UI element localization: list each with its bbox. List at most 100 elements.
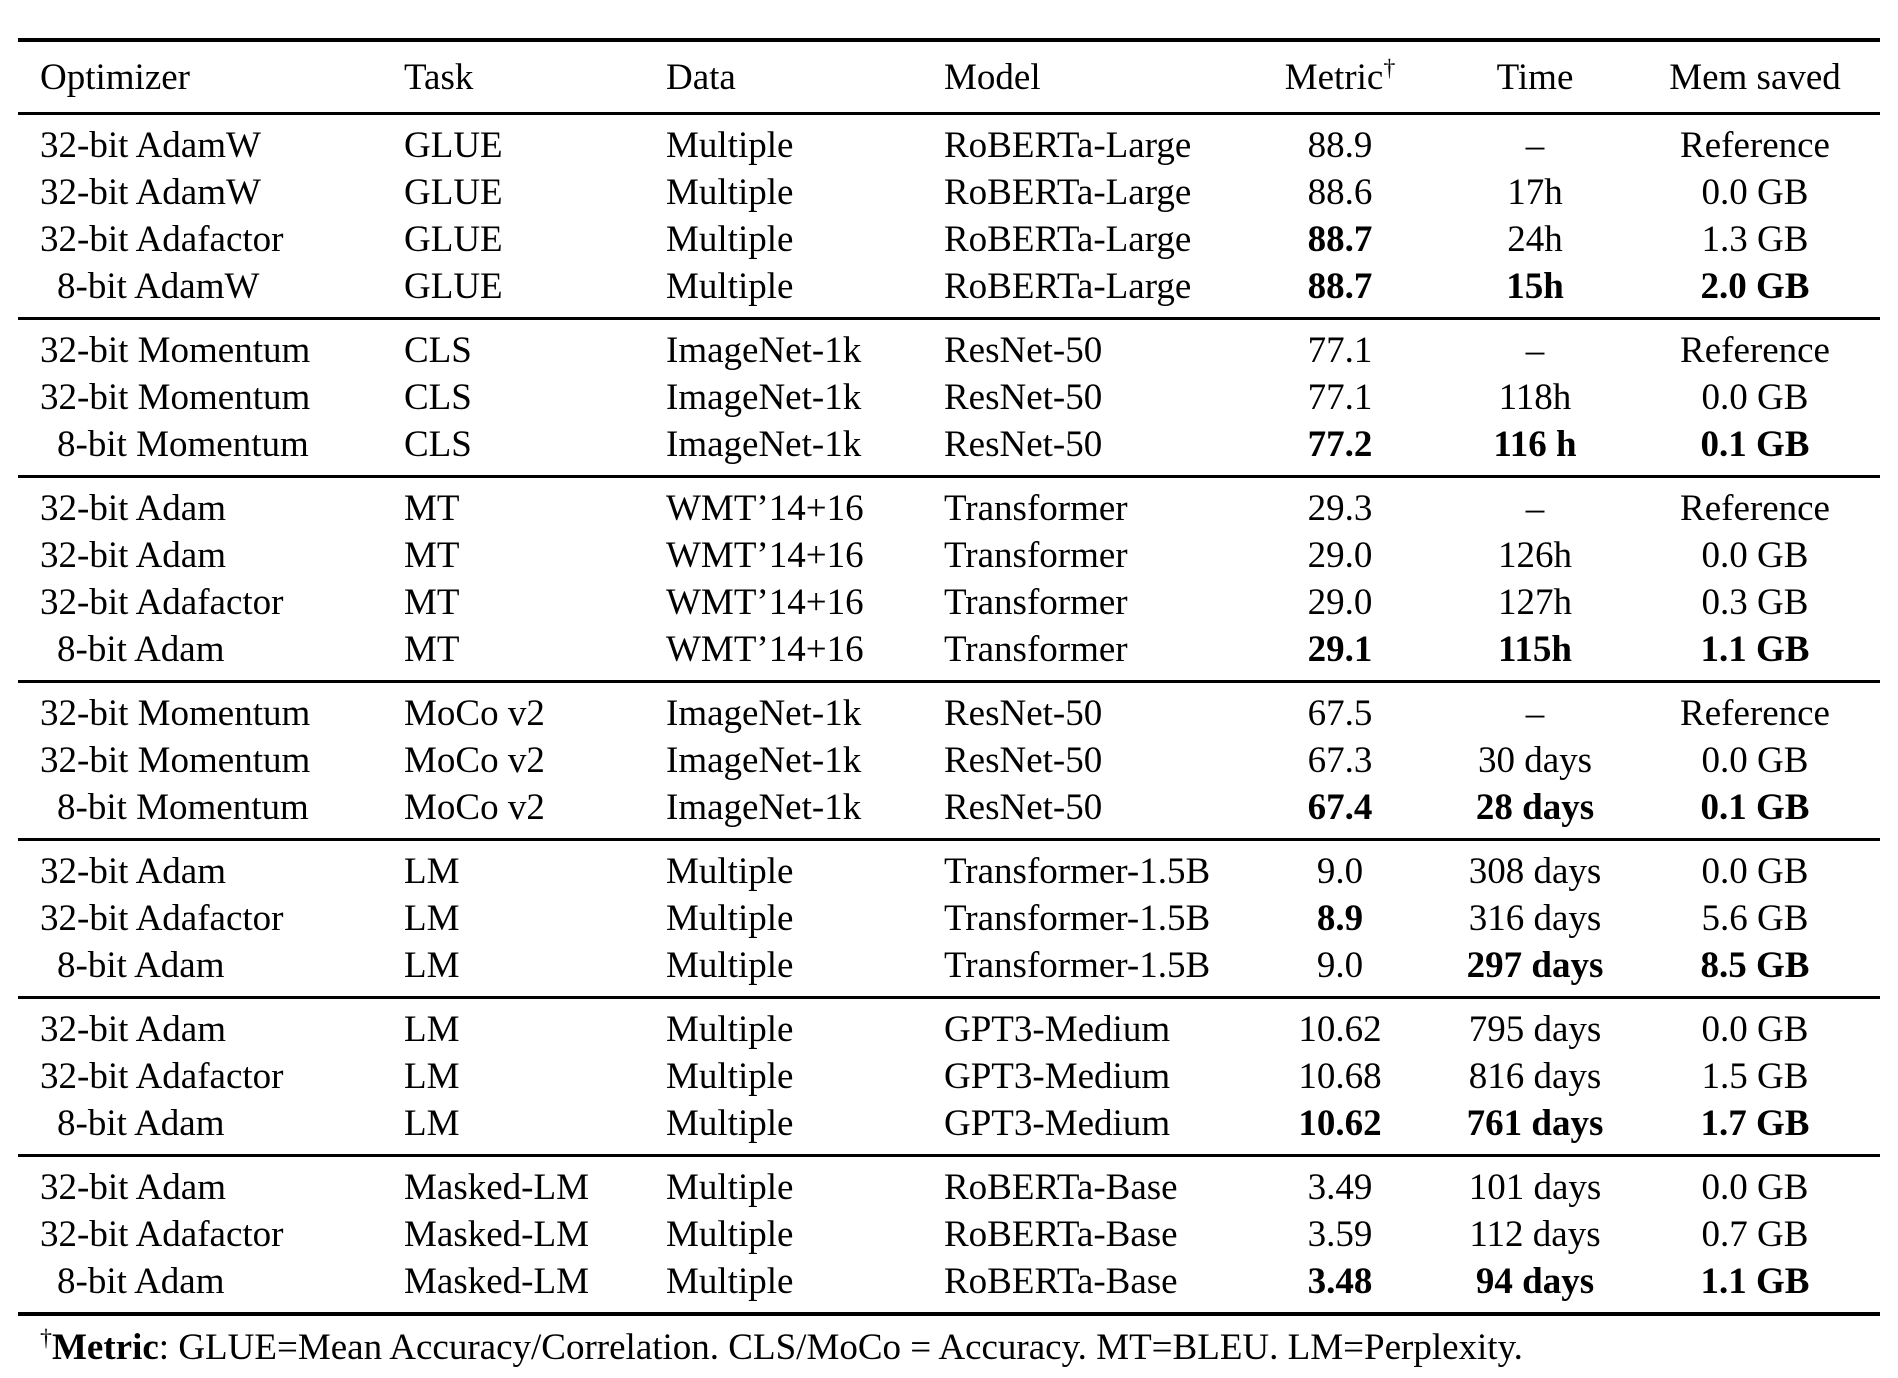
cell-data: ImageNet-1k xyxy=(666,740,862,781)
cell-task: LM xyxy=(404,1103,460,1144)
table-row: 8-bit AdamW GLUE Multiple RoBERTa-Large 88.7… xyxy=(18,263,1880,310)
cell-mem-saved: 0.0 GB xyxy=(1701,535,1809,576)
cell-task: Masked-LM xyxy=(404,1261,589,1302)
section-rule xyxy=(18,680,1880,683)
cell-model: RoBERTa-Large xyxy=(944,266,1192,307)
cell-data: WMT’14+16 xyxy=(666,582,864,623)
cell-optimizer: 32-bit Adafactor xyxy=(40,582,284,623)
cell-mem-saved: 1.3 GB xyxy=(1701,219,1809,260)
cell-time: 101 days xyxy=(1468,1167,1602,1208)
cell-model: ResNet-50 xyxy=(944,740,1103,781)
footnote-label: Metric xyxy=(52,1327,159,1368)
col-header-optimizer: Optimizer xyxy=(40,56,191,98)
table-section: 32-bit Momentum MoCo v2 ImageNet-1k ResNet-… xyxy=(18,683,1880,838)
cell-mem-saved: Reference xyxy=(1680,693,1830,734)
cell-data: ImageNet-1k xyxy=(666,424,862,465)
cell-task: Masked-LM xyxy=(404,1167,589,1208)
metric-label: Metric xyxy=(1284,56,1384,98)
header-rule xyxy=(18,112,1880,115)
table-section: 32-bit Adam Masked-LM Multiple RoBERTa-Base… xyxy=(18,1157,1880,1312)
cell-metric: 3.59 xyxy=(1307,1214,1373,1255)
cell-model: Transformer xyxy=(944,582,1128,623)
cell-optimizer: 32-bit Momentum xyxy=(40,330,311,371)
cell-metric: 88.6 xyxy=(1307,172,1373,213)
cell-metric: 77.1 xyxy=(1307,330,1373,371)
cell-metric: 88.7 xyxy=(1307,266,1373,307)
table-row: 8-bit Adam MT WMT’14+16 Transformer 29.1 115h… xyxy=(18,626,1880,673)
cell-time: 116 h xyxy=(1493,424,1577,465)
col-header-mem-saved: Mem saved xyxy=(1669,56,1841,98)
cell-time: 795 days xyxy=(1468,1009,1602,1050)
cell-time: 761 days xyxy=(1466,1103,1604,1144)
cell-task: MT xyxy=(404,535,460,576)
cell-metric: 88.7 xyxy=(1307,219,1373,260)
cell-metric: 67.3 xyxy=(1307,740,1373,781)
table-section: 32-bit Adam MT WMT’14+16 Transformer 29.3 – Re… xyxy=(18,478,1880,680)
cell-time: 127h xyxy=(1498,582,1572,623)
cell-mem-saved: 1.1 GB xyxy=(1700,1261,1810,1302)
cell-optimizer: 32-bit Adam xyxy=(40,1009,227,1050)
cell-time: – xyxy=(1525,693,1545,734)
table-section: 32-bit Adam LM Multiple GPT3-Medium 10.62 795… xyxy=(18,999,1880,1154)
cell-data: Multiple xyxy=(666,851,794,892)
cell-model: RoBERTa-Base xyxy=(944,1167,1178,1208)
cell-data: WMT’14+16 xyxy=(666,629,864,670)
cell-data: Multiple xyxy=(666,1009,794,1050)
cell-mem-saved: 0.0 GB xyxy=(1701,851,1809,892)
cell-mem-saved: 8.5 GB xyxy=(1700,945,1810,986)
cell-model: RoBERTa-Base xyxy=(944,1214,1178,1255)
cell-model: ResNet-50 xyxy=(944,424,1103,465)
cell-optimizer: 32-bit Adafactor xyxy=(40,219,284,260)
cell-model: GPT3-Medium xyxy=(944,1009,1171,1050)
cell-task: Masked-LM xyxy=(404,1214,589,1255)
table-section: 32-bit AdamW GLUE Multiple RoBERTa-Large 88.… xyxy=(18,115,1880,317)
cell-time: 297 days xyxy=(1466,945,1604,986)
cell-optimizer: 32-bit AdamW xyxy=(40,125,261,166)
cell-data: ImageNet-1k xyxy=(666,377,862,418)
cell-time: 15h xyxy=(1506,266,1564,307)
cell-mem-saved: 0.1 GB xyxy=(1700,787,1810,828)
cell-model: RoBERTa-Base xyxy=(944,1261,1178,1302)
cell-time: – xyxy=(1525,330,1545,371)
cell-data: Multiple xyxy=(666,1056,794,1097)
cell-time: 17h xyxy=(1507,172,1563,213)
section-rule xyxy=(18,475,1880,478)
section-rule xyxy=(18,996,1880,999)
cell-mem-saved: 0.0 GB xyxy=(1701,1009,1809,1050)
bottom-rule xyxy=(18,1312,1880,1316)
cell-task: LM xyxy=(404,945,460,986)
cell-model: RoBERTa-Large xyxy=(944,219,1192,260)
cell-mem-saved: 1.1 GB xyxy=(1700,629,1810,670)
table-section: 32-bit Adam LM Multiple Transformer-1.5B 9.0… xyxy=(18,841,1880,996)
cell-model: Transformer xyxy=(944,629,1128,670)
cell-task: GLUE xyxy=(404,266,503,307)
cell-metric: 88.9 xyxy=(1307,125,1373,166)
table-row: 8-bit Adam Masked-LM Multiple RoBERTa-Base 3… xyxy=(18,1258,1880,1305)
table: Optimizer Task Data Model Metric† Time M… xyxy=(18,38,1880,1316)
cell-time: 30 days xyxy=(1477,740,1593,781)
cell-model: GPT3-Medium xyxy=(944,1056,1171,1097)
table-section: 32-bit Momentum CLS ImageNet-1k ResNet-50 77… xyxy=(18,320,1880,475)
cell-data: Multiple xyxy=(666,945,794,986)
cell-data: Multiple xyxy=(666,172,794,213)
table-header-row: Optimizer Task Data Model Metric† Time M… xyxy=(18,42,1880,112)
table-body: 32-bit AdamW GLUE Multiple RoBERTa-Large 88.… xyxy=(18,115,1880,1312)
cell-data: Multiple xyxy=(666,219,794,260)
cell-metric: 8.9 xyxy=(1316,898,1364,939)
cell-optimizer: 8-bit Momentum xyxy=(57,424,309,465)
cell-metric: 10.62 xyxy=(1298,1009,1382,1050)
cell-task: MoCo v2 xyxy=(404,787,545,828)
table-row: 32-bit Adafactor MT WMT’14+16 Transformer 29… xyxy=(18,579,1880,626)
cell-optimizer: 32-bit Adam xyxy=(40,535,227,576)
cell-metric: 67.4 xyxy=(1307,787,1373,828)
cell-task: CLS xyxy=(404,424,472,465)
cell-metric: 10.62 xyxy=(1298,1103,1382,1144)
cell-data: Multiple xyxy=(666,266,794,307)
cell-mem-saved: 0.3 GB xyxy=(1701,582,1809,623)
table-row: 32-bit Adam MT WMT’14+16 Transformer 29.0 126… xyxy=(18,532,1880,579)
cell-data: Multiple xyxy=(666,1167,794,1208)
cell-model: Transformer-1.5B xyxy=(944,851,1211,892)
cell-metric: 3.48 xyxy=(1307,1261,1373,1302)
cell-task: CLS xyxy=(404,377,472,418)
cell-metric: 29.1 xyxy=(1307,629,1373,670)
